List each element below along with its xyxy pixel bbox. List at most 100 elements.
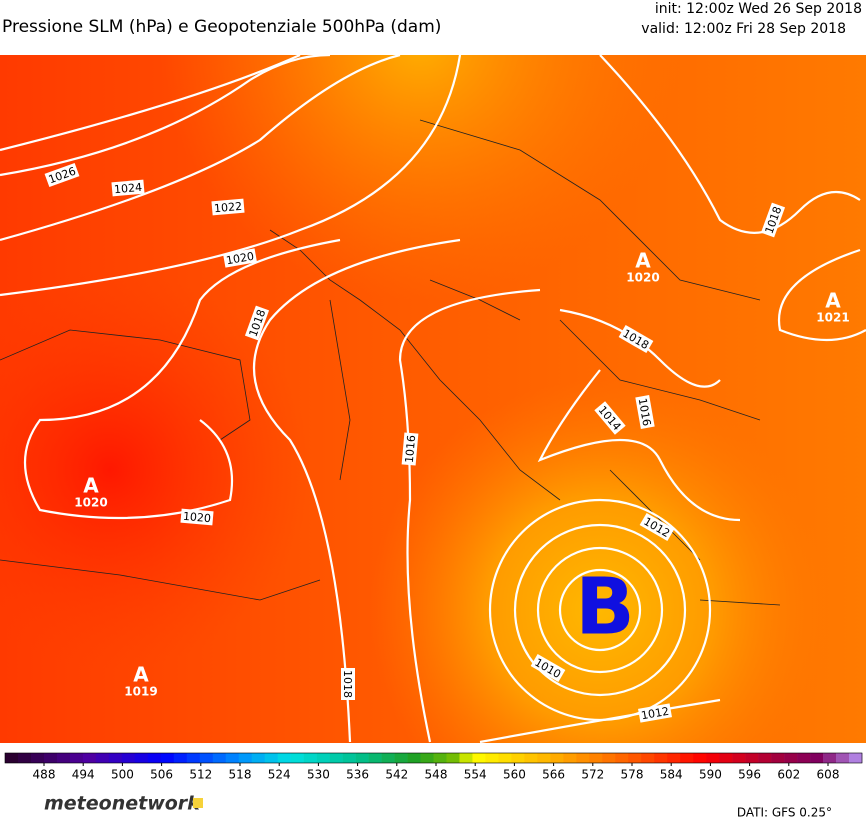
colorbar-swatch xyxy=(680,753,694,763)
isobar-value: 1012 xyxy=(640,705,670,723)
colorbar-swatch xyxy=(654,753,668,763)
colorbar-swatch xyxy=(17,753,32,763)
colorbar-swatch xyxy=(303,753,317,763)
high-value: 1020 xyxy=(626,271,659,285)
isobar-label: 1020 xyxy=(180,508,214,526)
colorbar-label: 596 xyxy=(738,768,761,782)
colorbar-swatch xyxy=(329,753,343,763)
isobar-label-box xyxy=(180,508,214,526)
isobar-value: 1016 xyxy=(403,435,418,464)
colorbar-swatch xyxy=(277,753,291,763)
colorbar-swatch xyxy=(758,753,772,763)
isobar-value: 1024 xyxy=(114,181,143,196)
colorbar-swatch xyxy=(615,753,629,763)
colorbar-swatch xyxy=(628,753,642,763)
isobar-value: 1020 xyxy=(225,250,255,268)
colorbar-swatch xyxy=(108,753,123,763)
colorbar-swatch xyxy=(121,753,136,763)
isobar-label-box xyxy=(594,401,626,435)
colorbar-label: 494 xyxy=(72,768,95,782)
colorbar-swatch xyxy=(225,753,240,763)
map xyxy=(0,53,866,744)
colorbar-label: 518 xyxy=(229,768,252,782)
isobar-label-box xyxy=(639,512,675,542)
colorbar-swatch xyxy=(719,753,733,763)
colorbar-swatch xyxy=(576,753,590,763)
colorbar-swatch xyxy=(173,753,188,763)
colorbar-swatch xyxy=(550,753,564,763)
isobar-label-box xyxy=(638,703,672,723)
colorbar-swatch xyxy=(641,753,655,763)
colorbar-swatch xyxy=(459,753,473,763)
high-value: 1020 xyxy=(74,496,107,510)
high-center: A xyxy=(133,663,149,687)
colorbar-label: 560 xyxy=(503,768,526,782)
high-center: A xyxy=(825,289,841,313)
colorbar-label: 530 xyxy=(307,768,330,782)
colorbar-swatch xyxy=(69,753,84,763)
colorbar-label: 602 xyxy=(777,768,800,782)
colorbar-swatch xyxy=(368,753,382,763)
colorbar-label: 548 xyxy=(425,768,448,782)
high-value: 1021 xyxy=(816,311,849,325)
isobar-label-box xyxy=(341,668,355,700)
colorbar-swatch xyxy=(147,753,162,763)
colorbar-label: 536 xyxy=(346,768,369,782)
isobar-label-box xyxy=(111,179,145,197)
colorbar-swatch xyxy=(5,753,19,763)
colorbar-swatch xyxy=(498,753,512,763)
colorbar-swatch xyxy=(238,753,253,763)
colorbar-swatch xyxy=(589,753,603,763)
colorbar-label: 542 xyxy=(385,768,408,782)
colorbar-swatch xyxy=(420,753,434,763)
colorbar-swatch xyxy=(511,753,525,763)
colorbar-swatch xyxy=(693,753,707,763)
colorbar-swatch xyxy=(732,753,746,763)
colorbar-swatch xyxy=(836,753,850,763)
colorbar-label: 554 xyxy=(464,768,487,782)
colorbar-swatch xyxy=(706,753,720,763)
colorbar-swatch xyxy=(56,753,71,763)
colorbar-label: 578 xyxy=(621,768,644,782)
brand: meteonetwork xyxy=(44,793,201,815)
isobar-value: 1016 xyxy=(636,397,654,427)
colorbar-swatch xyxy=(745,753,759,763)
colorbar-label: 488 xyxy=(33,768,56,782)
data-source: DATI: GFS 0.25° xyxy=(737,806,832,820)
colorbar-swatch xyxy=(381,753,395,763)
valid-time: valid: 12:00z Fri 28 Sep 2018 xyxy=(641,21,846,37)
brand-square xyxy=(193,798,203,808)
high-value: 1019 xyxy=(124,685,157,699)
colorbar-swatch xyxy=(199,753,214,763)
isobar-label: 1018 xyxy=(341,668,355,700)
high-center: A xyxy=(635,249,651,273)
isobar-label-box xyxy=(44,162,80,188)
colorbar-swatch xyxy=(784,753,798,763)
colorbar-swatch xyxy=(524,753,538,763)
colorbar-swatch xyxy=(160,753,175,763)
title: Pressione SLM (hPa) e Geopotenziale 500h… xyxy=(2,17,441,37)
colorbar-swatch xyxy=(264,753,278,763)
isobar-value: 1022 xyxy=(214,200,243,215)
isobar-label-box xyxy=(760,202,786,238)
colorbar-label: 584 xyxy=(660,768,683,782)
colorbar-swatch xyxy=(810,753,824,763)
isobar-label-box xyxy=(211,198,245,216)
isobar-label: 1022 xyxy=(211,198,245,216)
colorbar-swatch xyxy=(95,753,110,763)
colorbar-swatch xyxy=(667,753,681,763)
colorbar-swatch xyxy=(212,753,227,763)
colorbar-swatch xyxy=(537,753,551,763)
isobar-label: 1016 xyxy=(635,395,655,429)
high-center: A xyxy=(83,474,99,498)
low-center: B xyxy=(575,562,634,652)
colorbar-swatch xyxy=(823,753,837,763)
isobar-label-box xyxy=(530,653,566,683)
isobar-label: 1012 xyxy=(638,703,672,723)
isobar-label-box xyxy=(401,432,419,466)
colorbar-swatch xyxy=(355,753,369,763)
isobar-label-box xyxy=(618,324,654,354)
colorbar-swatch xyxy=(394,753,408,763)
isobar-value: 1018 xyxy=(341,670,354,698)
colorbar-frame xyxy=(4,752,863,764)
